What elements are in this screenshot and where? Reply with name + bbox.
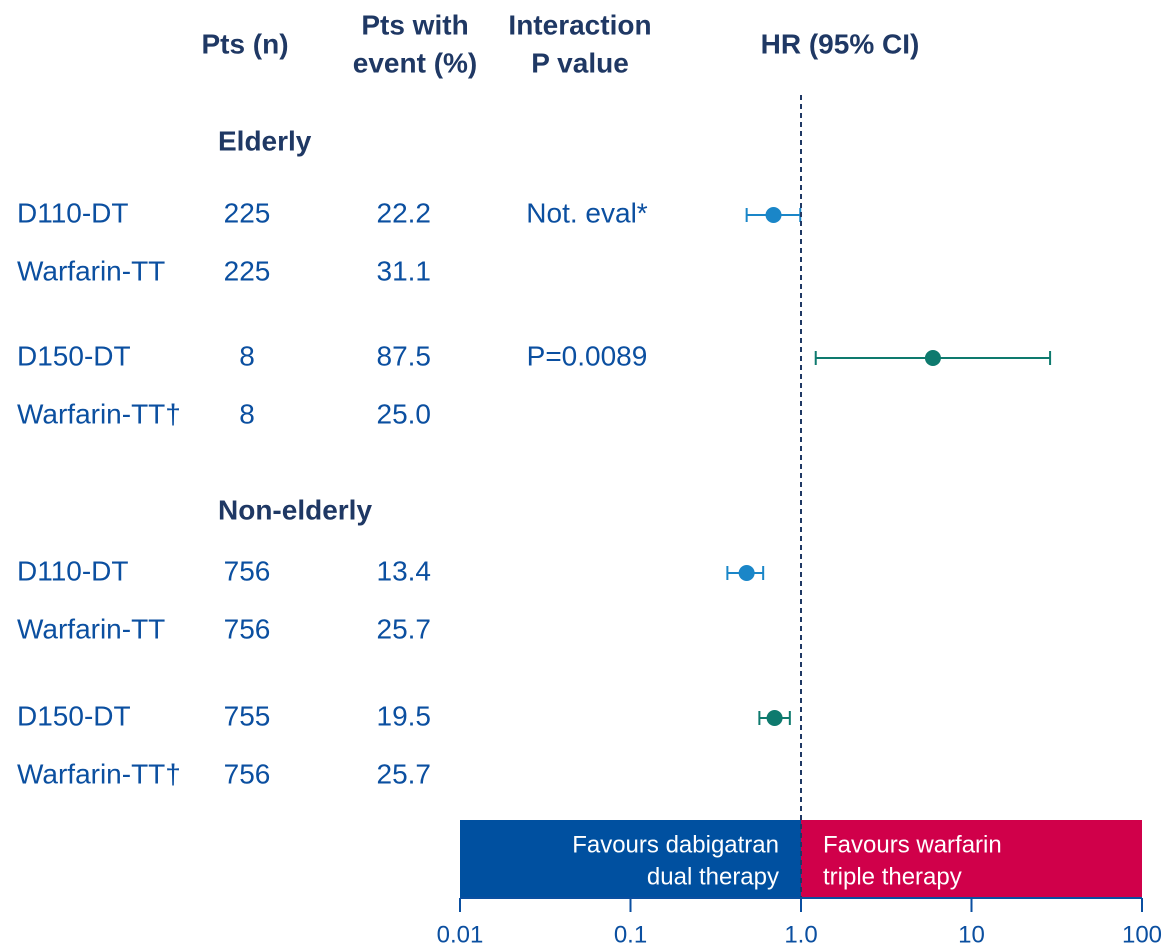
- n-value: 225: [224, 255, 271, 286]
- group-label: Non-elderly: [218, 494, 372, 525]
- x-tick-label: 10: [958, 921, 985, 948]
- pct-value: 13.4: [377, 555, 432, 586]
- p-value: Not. eval*: [526, 197, 647, 228]
- pct-value: 25.7: [377, 613, 432, 644]
- column-header: Pts with: [361, 9, 468, 40]
- p-value: P=0.0089: [527, 340, 648, 371]
- pct-value: 22.2: [377, 197, 432, 228]
- favours-label: triple therapy: [823, 863, 962, 890]
- n-value: 755: [224, 700, 271, 731]
- favours-label: Favours dabigatran: [572, 831, 779, 858]
- x-tick-label: 0.1: [614, 921, 647, 948]
- pct-value: 87.5: [377, 340, 432, 371]
- pct-value: 31.1: [377, 255, 432, 286]
- favours-box: [801, 820, 1142, 898]
- hr-point: [765, 207, 782, 223]
- pct-value: 25.0: [377, 398, 432, 429]
- column-header: Interaction: [508, 9, 651, 40]
- row-label: D150-DT: [17, 340, 131, 371]
- n-value: 225: [224, 197, 271, 228]
- row-label: D110-DT: [17, 555, 129, 586]
- hr-point: [766, 710, 783, 726]
- group-label: Elderly: [218, 125, 312, 156]
- hr-point: [924, 350, 941, 366]
- pct-value: 19.5: [377, 700, 432, 731]
- column-header: HR (95% CI): [761, 28, 920, 59]
- row-label: Warfarin-TT: [17, 613, 165, 644]
- row-label: D150-DT: [17, 700, 131, 731]
- favours-label: Favours warfarin: [823, 831, 1002, 858]
- x-tick-label: 1.0: [784, 921, 817, 948]
- n-value: 8: [239, 398, 255, 429]
- n-value: 756: [224, 613, 271, 644]
- hr-point: [738, 565, 755, 581]
- n-value: 8: [239, 340, 255, 371]
- row-label: D110-DT: [17, 197, 129, 228]
- favours-label: dual therapy: [647, 863, 779, 890]
- favours-box: [460, 820, 801, 898]
- pct-value: 25.7: [377, 758, 432, 789]
- column-header: P value: [531, 47, 629, 78]
- column-header: event (%): [353, 47, 477, 78]
- n-value: 756: [224, 555, 271, 586]
- row-label: Warfarin-TT†: [17, 758, 181, 789]
- x-tick-label: 0.01: [437, 921, 484, 948]
- n-value: 756: [224, 758, 271, 789]
- row-label: Warfarin-TT†: [17, 398, 181, 429]
- x-tick-label: 100: [1122, 921, 1162, 948]
- row-label: Warfarin-TT: [17, 255, 165, 286]
- column-header: Pts (n): [201, 28, 288, 59]
